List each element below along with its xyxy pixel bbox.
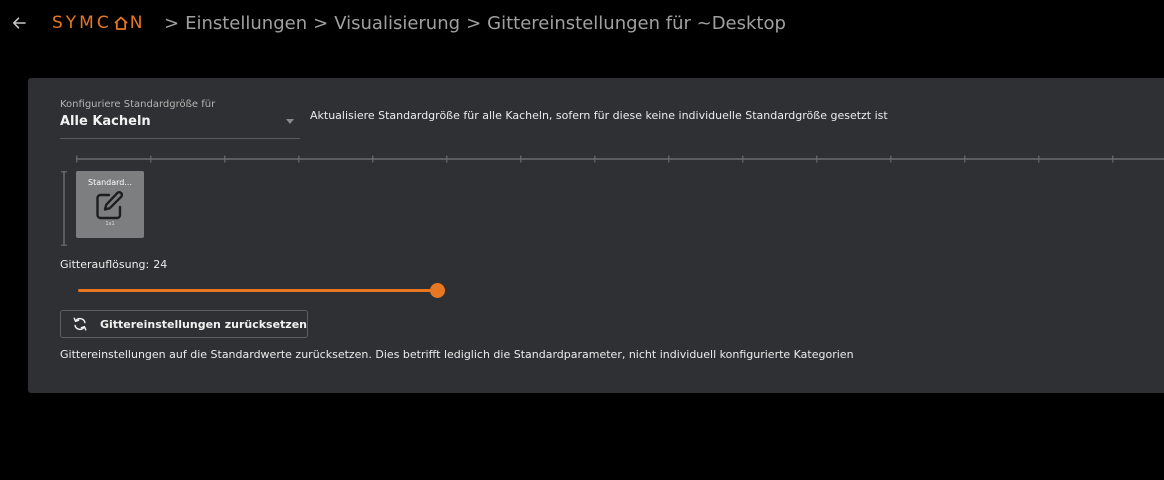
reset-grid-settings-button[interactable]: Gittereinstellungen zurücksetzen <box>60 310 308 338</box>
grid-resolution-label: Gitterauflösung: <box>60 258 150 271</box>
grid-resolution-slider[interactable] <box>78 282 448 300</box>
slider-thumb[interactable] <box>430 283 445 298</box>
slider-track <box>78 289 438 292</box>
tile-title: Standard... <box>87 178 133 187</box>
preview-tile[interactable]: Standard... 1x1 <box>76 171 144 238</box>
select-value: Alle Kacheln <box>60 114 151 129</box>
breadcrumb: > Einstellungen > Visualisierung > Gitte… <box>164 12 786 34</box>
breadcrumb-current-page: Gittereinstellungen für ~Desktop <box>487 12 786 34</box>
select-label: Konfiguriere Standardgröße für <box>60 99 216 110</box>
horizontal-ruler <box>76 155 1164 163</box>
select-description: Aktualisiere Standardgröße für alle Kach… <box>310 109 888 122</box>
dropdown-arrow-icon <box>286 119 294 124</box>
breadcrumb-separator: > <box>313 12 329 34</box>
arrow-left-icon <box>13 17 26 29</box>
breadcrumb-separator: > <box>164 12 180 34</box>
tile-size-label: 1x1 <box>105 221 115 227</box>
edit-icon <box>96 191 124 220</box>
breadcrumb-einstellungen[interactable]: Einstellungen <box>185 12 308 34</box>
grid-resolution-value: 24 <box>153 258 168 271</box>
grid-resolution: Gitterauflösung: 24 <box>60 258 167 271</box>
symcon-logo[interactable]: SYMC N <box>52 12 145 34</box>
back-button[interactable] <box>8 12 30 34</box>
top-bar: SYMC N > Einstellungen > Visualisierung >… <box>0 0 1164 46</box>
grid-settings-panel: Konfiguriere Standardgröße für Alle Kach… <box>28 78 1164 393</box>
refresh-icon <box>73 317 87 331</box>
default-size-select[interactable]: Konfiguriere Standardgröße für Alle Kach… <box>60 96 300 139</box>
logo-text: SYMC N <box>52 13 146 33</box>
breadcrumb-separator: > <box>466 12 482 34</box>
breadcrumb-visualisierung[interactable]: Visualisierung <box>334 12 461 34</box>
reset-description: Gittereinstellungen auf die Standardwert… <box>60 348 854 361</box>
reset-button-label: Gittereinstellungen zurücksetzen <box>99 317 307 331</box>
vertical-ruler <box>61 171 67 246</box>
house-icon <box>114 16 128 30</box>
